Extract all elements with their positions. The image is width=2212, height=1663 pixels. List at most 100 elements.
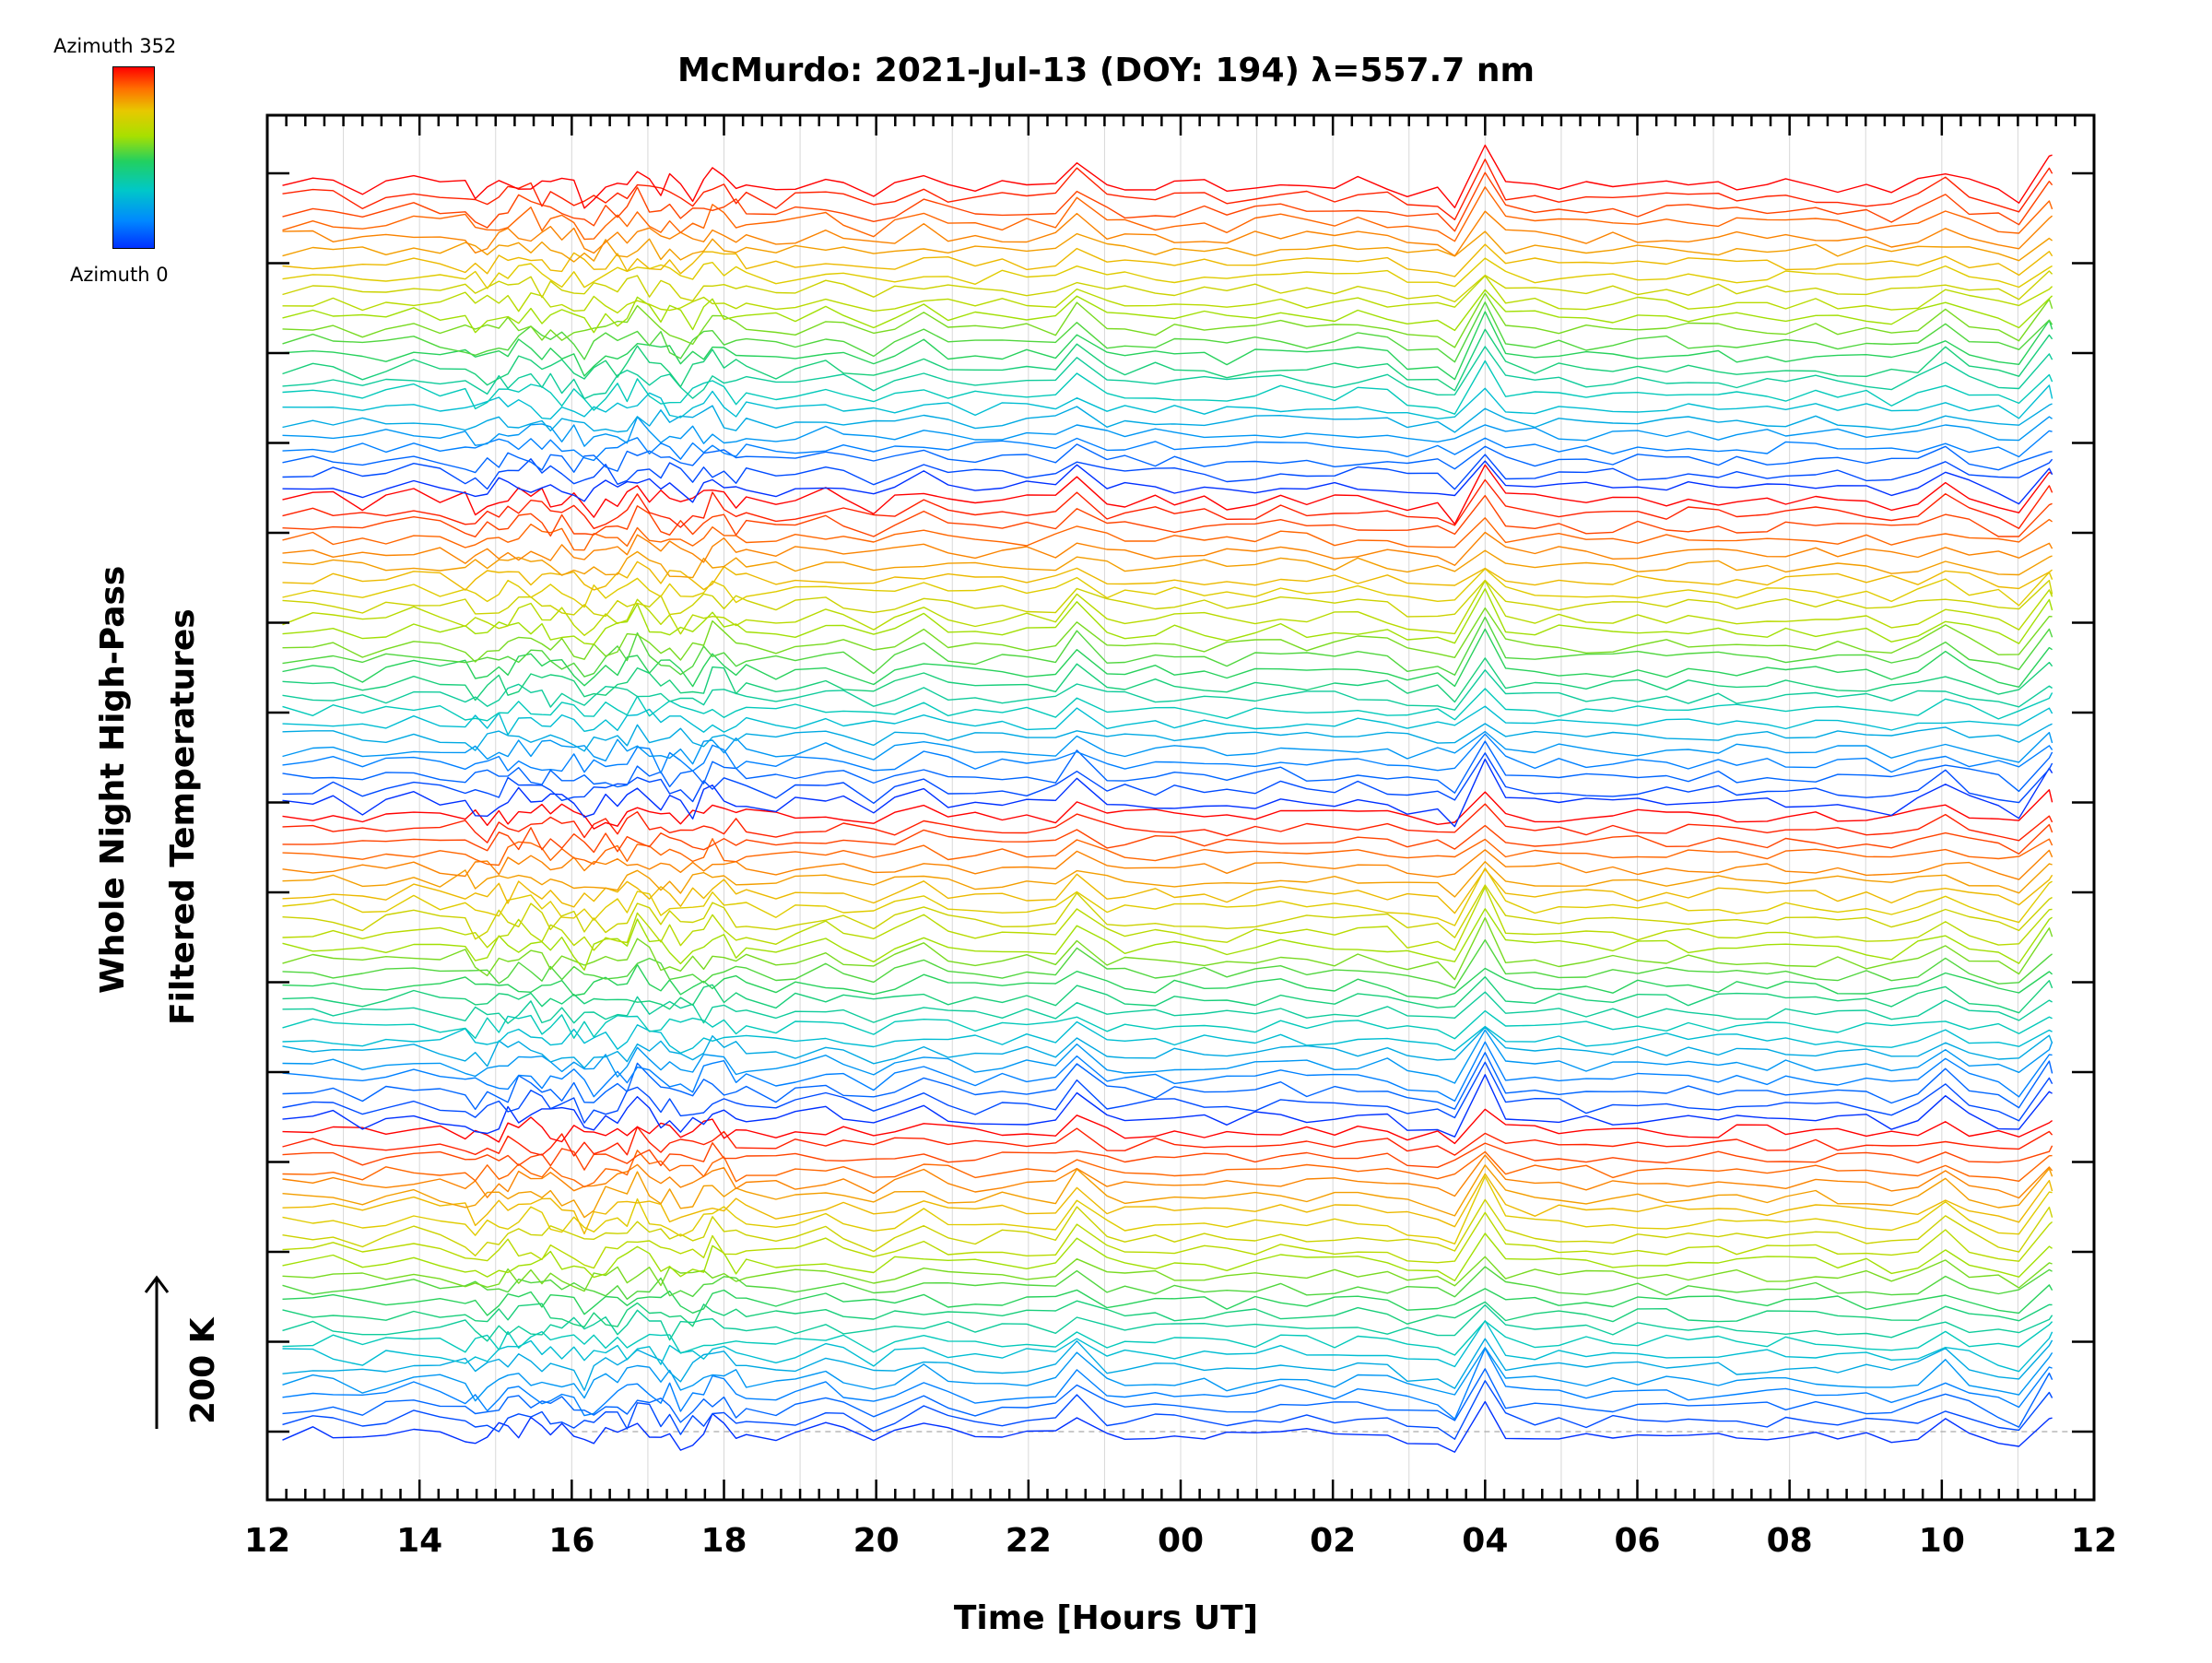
series-line [282, 186, 2053, 242]
series-line [282, 938, 2053, 989]
series-line [282, 1041, 2053, 1103]
series-line [282, 1303, 2053, 1342]
series-line [282, 1348, 2053, 1421]
series-line [282, 580, 2053, 636]
series-line [282, 688, 2053, 722]
series-line [282, 886, 2053, 951]
series-line [282, 1284, 2053, 1316]
series-line [282, 669, 2053, 711]
series-line [282, 730, 2053, 765]
series-line [282, 733, 2053, 774]
series-line [282, 1320, 2053, 1356]
x-axis-label: Time [Hours UT] [953, 1599, 1259, 1637]
series-line [282, 1175, 2053, 1245]
scale-arrow-icon [144, 1275, 170, 1429]
series-line [282, 443, 2053, 474]
series-line [282, 289, 2053, 334]
series-line [282, 917, 2053, 981]
colorbar-top-label: Azimuth 352 [53, 35, 177, 57]
series-line [282, 1108, 2053, 1145]
series-line [282, 803, 2053, 843]
x-tick-label: 14 [396, 1522, 442, 1560]
series-line [282, 1233, 2053, 1282]
x-tick-label: 20 [853, 1522, 900, 1560]
series-line [282, 292, 2053, 348]
series-line [282, 1380, 2053, 1440]
series-line [282, 628, 2053, 688]
x-tick-label: 06 [1614, 1522, 1660, 1560]
x-tick-label: 10 [1919, 1522, 1965, 1560]
series-line [282, 460, 2053, 505]
series-line [282, 1368, 2053, 1428]
series-line [282, 963, 2053, 999]
series-line [282, 1026, 2053, 1069]
series-line [282, 159, 2053, 221]
series-line [282, 1150, 2053, 1188]
series-line [282, 384, 2053, 420]
series-line [282, 1198, 2053, 1256]
series-line [282, 1061, 2053, 1124]
series-line [282, 991, 2053, 1024]
series-line [282, 1052, 2053, 1111]
series-line [282, 1347, 2053, 1402]
series-line [282, 430, 2053, 462]
series-line [282, 1211, 2053, 1269]
series-line [282, 884, 2053, 940]
series-line [282, 210, 2053, 257]
series-line [282, 1164, 2053, 1219]
series-line [282, 560, 2053, 591]
series-line [282, 861, 2053, 898]
scale-label: 200 K [184, 1317, 222, 1424]
series-line [282, 257, 2053, 289]
series-line [282, 1266, 2053, 1301]
series-line [282, 908, 2053, 972]
series-line [282, 752, 2053, 804]
series-line [282, 494, 2053, 537]
series-line [282, 454, 2053, 490]
y-axis-label-line2: Filtered Temperatures [164, 608, 202, 1025]
x-tick-label: 00 [1158, 1522, 1204, 1560]
series-line [282, 171, 2053, 232]
series-line [282, 243, 2053, 277]
series-line [282, 549, 2053, 579]
series-line [282, 311, 2053, 381]
series-line [282, 1338, 2053, 1391]
series-line [282, 579, 2053, 618]
series-line [282, 867, 2053, 926]
x-tick-label: 18 [700, 1522, 747, 1560]
series-layer [282, 144, 2053, 1453]
x-tick-label: 22 [1006, 1522, 1052, 1560]
series-line [282, 868, 2053, 914]
series-line [282, 789, 2053, 830]
series-line [282, 1029, 2053, 1084]
colorbar [112, 66, 155, 249]
series-line [282, 975, 2053, 1014]
x-tick-label: 12 [244, 1522, 290, 1560]
grid-layer [343, 115, 2094, 1500]
series-line [282, 270, 2053, 303]
series-line [282, 1400, 2053, 1453]
series-line [282, 301, 2053, 363]
series-line [282, 838, 2053, 867]
series-line [282, 360, 2053, 415]
series-line [282, 723, 2053, 752]
series-line [282, 275, 2053, 314]
label-layer: 12 14 16 18 20 22 00 02 04 06 08 10 12 [244, 1522, 2117, 1560]
series-line [282, 740, 2053, 794]
series-line [282, 588, 2053, 645]
series-line [282, 1009, 2053, 1040]
series-line [282, 403, 2053, 433]
series-line [282, 531, 2053, 566]
series-line [282, 758, 2053, 828]
series-line [282, 1173, 2053, 1235]
series-line [282, 1300, 2053, 1328]
series-line [282, 1141, 2053, 1171]
colorbar-bottom-label: Azimuth 0 [70, 264, 169, 286]
series-line [282, 478, 2053, 529]
series-line [282, 568, 2053, 608]
series-line [282, 346, 2053, 400]
series-line [282, 1020, 2053, 1055]
series-line [282, 144, 2053, 209]
